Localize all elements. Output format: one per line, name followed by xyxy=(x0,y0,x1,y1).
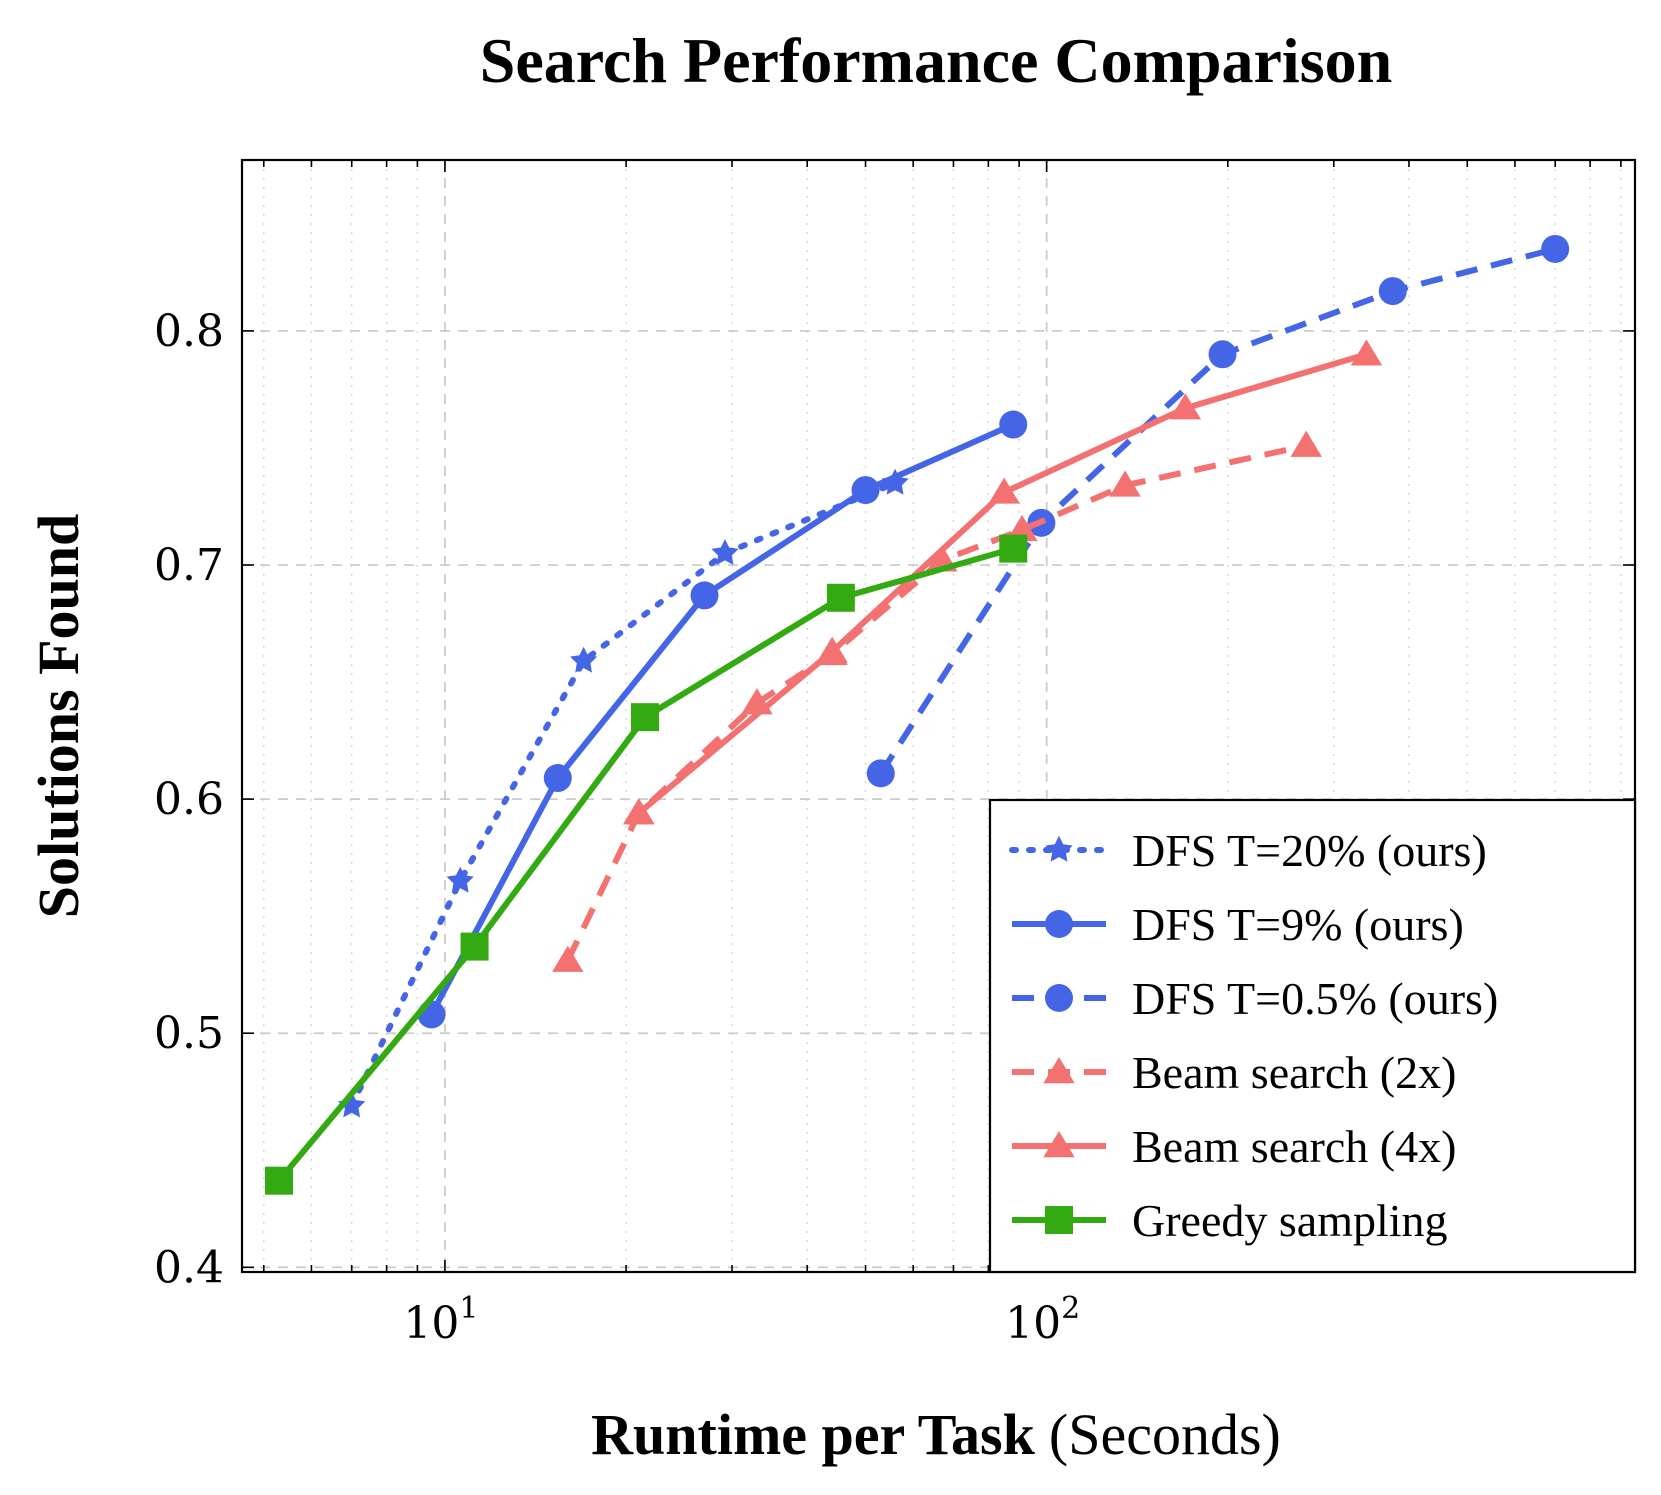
legend-swatch-marker xyxy=(1045,1206,1073,1234)
data-point xyxy=(1169,393,1202,420)
legend-entry: Beam search (2x) xyxy=(1012,1047,1456,1098)
data-point xyxy=(265,1166,294,1195)
data-point xyxy=(417,1000,446,1029)
data-point xyxy=(338,1091,366,1118)
legend-label: Beam search (2x) xyxy=(1132,1047,1456,1098)
y-tick-label: 0.4 xyxy=(154,1242,224,1293)
y-tick-label: 0.8 xyxy=(154,306,224,357)
legend-label: Beam search (4x) xyxy=(1132,1121,1456,1172)
legend-swatch-marker xyxy=(1043,1131,1075,1158)
series-layer xyxy=(265,234,1570,1195)
data-point xyxy=(1109,470,1141,497)
data-point xyxy=(851,476,880,505)
data-point xyxy=(741,688,773,715)
legend-swatch-marker xyxy=(1045,835,1073,862)
data-point xyxy=(999,534,1028,563)
data-point xyxy=(866,759,895,788)
x-axis-label-bold: Runtime per Task xyxy=(591,1402,1035,1467)
legend-entry: DFS T=9% (ours) xyxy=(1012,899,1464,950)
data-point xyxy=(1350,339,1383,366)
y-tick-label: 0.5 xyxy=(154,1008,224,1059)
series-5 xyxy=(265,534,1028,1195)
data-point xyxy=(1290,430,1322,457)
data-point xyxy=(623,798,655,825)
legend-swatch-marker xyxy=(1045,984,1073,1012)
legend-label: Greedy sampling xyxy=(1132,1195,1448,1246)
svg-text:Solutions Found: Solutions Found xyxy=(26,514,91,919)
data-point xyxy=(881,468,909,495)
x-tick-label: 101 xyxy=(403,1291,478,1349)
legend-label: DFS T=20% (ours) xyxy=(1132,825,1487,876)
data-point xyxy=(988,477,1020,504)
plot-frame xyxy=(240,158,1637,1274)
data-point xyxy=(999,410,1028,439)
data-point xyxy=(1378,277,1407,306)
legend: DFS T=20% (ours) DFS T=9% (ours) DFS T=0.5… xyxy=(988,798,1637,1274)
series-line xyxy=(428,421,1015,1016)
ticks: 0.4 0.5 0.6 0.7 0.8 101 102 xyxy=(154,160,1635,1349)
chart-title: Search Performance Comparison xyxy=(480,25,1392,96)
series-line xyxy=(276,545,1015,1183)
data-point xyxy=(460,932,489,961)
legend-swatch-marker xyxy=(1043,1057,1075,1084)
data-point xyxy=(1541,234,1570,263)
legend-entry: Greedy sampling xyxy=(1012,1195,1448,1246)
data-point xyxy=(690,581,719,610)
data-point xyxy=(826,583,855,612)
series-1 xyxy=(417,410,1028,1029)
data-point xyxy=(446,866,474,893)
series-0 xyxy=(338,468,909,1118)
x-axis-label: Runtime per Task (Seconds) xyxy=(591,1402,1281,1467)
data-point xyxy=(552,945,584,972)
legend-swatch-marker xyxy=(1045,910,1073,938)
series-2 xyxy=(866,234,1570,788)
data-point xyxy=(570,646,598,673)
data-point xyxy=(630,703,659,732)
data-point xyxy=(816,636,848,663)
y-tick-label: 0.7 xyxy=(154,540,224,591)
legend-entry: DFS T=0.5% (ours) xyxy=(1012,973,1498,1024)
legend-entry: Beam search (4x) xyxy=(1012,1121,1456,1172)
x-tick-label: 102 xyxy=(1005,1291,1080,1349)
data-point xyxy=(711,539,739,565)
y-axis-label: Solutions Found xyxy=(26,514,91,919)
y-tick-label: 0.6 xyxy=(154,774,224,825)
legend-label: DFS T=9% (ours) xyxy=(1132,899,1464,950)
x-axis-label-unit: (Seconds) xyxy=(1049,1402,1281,1467)
legend-box xyxy=(988,798,1637,1274)
data-point xyxy=(543,764,572,793)
data-point xyxy=(1006,514,1038,542)
legend-entry: DFS T=20% (ours) xyxy=(1009,825,1487,876)
legend-label: DFS T=0.5% (ours) xyxy=(1132,973,1498,1024)
data-point xyxy=(1208,340,1237,369)
series-4 xyxy=(623,339,1383,825)
